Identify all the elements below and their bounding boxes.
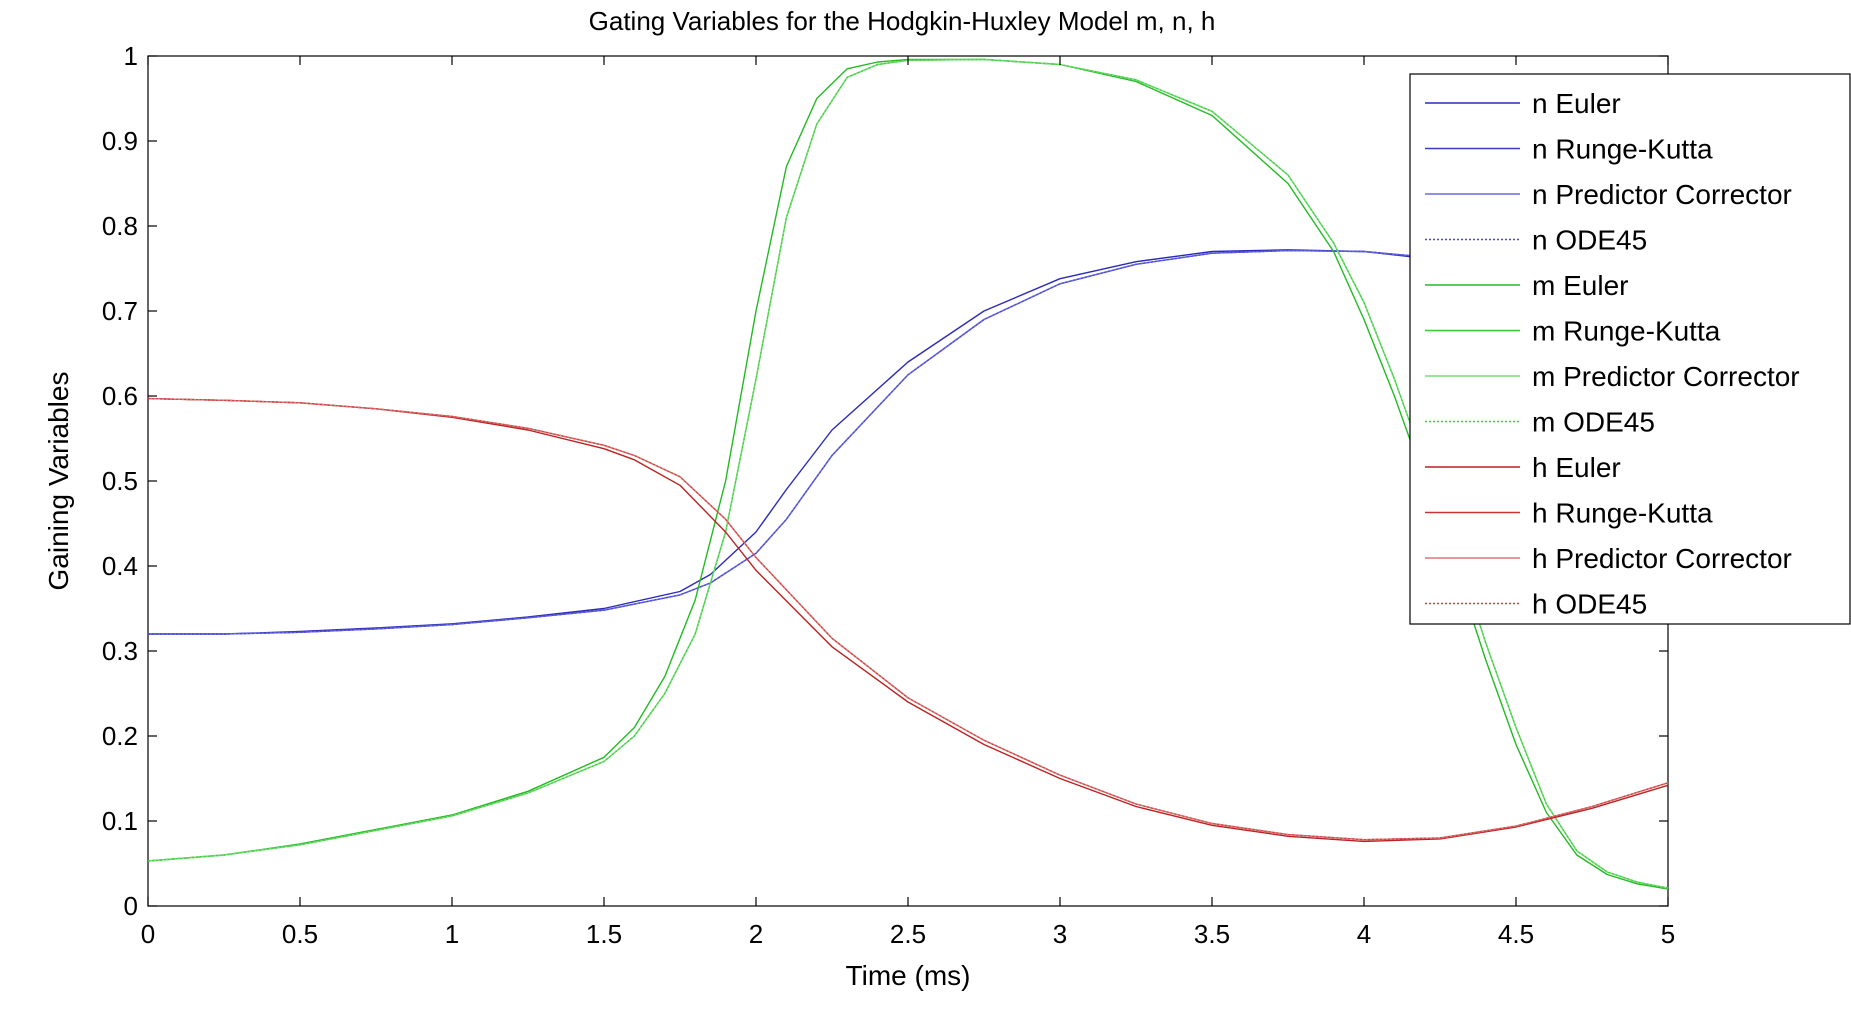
x-tick-label: 3.5 xyxy=(1194,919,1230,949)
series-line-m-ode45 xyxy=(147,58,1669,889)
y-axis-label: Gaining Variables xyxy=(43,372,74,591)
y-tick-label: 1 xyxy=(124,41,138,71)
x-tick-label: 5 xyxy=(1661,919,1675,949)
legend-label: h Runge-Kutta xyxy=(1532,498,1713,529)
legend-label: n Predictor Corrector xyxy=(1532,179,1792,210)
y-tick-label: 0.4 xyxy=(102,551,138,581)
legend-label: n ODE45 xyxy=(1532,225,1647,256)
legend-item: n Runge-Kutta xyxy=(1425,134,1713,165)
legend-label: h Euler xyxy=(1532,452,1621,483)
series-line-h-ode45 xyxy=(147,398,1669,841)
legend-label: m Predictor Corrector xyxy=(1532,361,1800,392)
legend-items: n Euler n Runge-Kutta n Predictor Correcto… xyxy=(1425,88,1800,620)
legend-item: n Predictor Corrector xyxy=(1425,179,1792,210)
y-tick-label: 0.6 xyxy=(102,381,138,411)
y-tick-label: 0.2 xyxy=(102,721,138,751)
legend-item: m ODE45 xyxy=(1425,407,1655,438)
y-tick-label: 0.3 xyxy=(102,636,138,666)
y-tick-label: 0 xyxy=(124,891,138,921)
legend-label: m Euler xyxy=(1532,270,1628,301)
legend-item: n Euler xyxy=(1425,88,1621,119)
x-tick-label: 2 xyxy=(749,919,763,949)
y-axis: 0 0.1 0.2 0.3 0.4 0.5 0.6 0.7 0.8 0.9 1 xyxy=(102,41,1668,921)
legend-item: h ODE45 xyxy=(1425,589,1647,620)
series-line-n-ode45 xyxy=(148,250,1669,635)
series-layer xyxy=(147,58,1669,890)
x-tick-label: 2.5 xyxy=(890,919,926,949)
y-tick-label: 0.7 xyxy=(102,296,138,326)
legend-item: h Euler xyxy=(1425,452,1621,483)
x-tick-label: 3 xyxy=(1053,919,1067,949)
legend-label: m ODE45 xyxy=(1532,407,1655,438)
x-axis-label: Time (ms) xyxy=(846,960,971,991)
y-tick-label: 0.5 xyxy=(102,466,138,496)
legend-item: m Euler xyxy=(1425,270,1628,301)
legend-item: n ODE45 xyxy=(1425,225,1647,256)
legend-item: m Predictor Corrector xyxy=(1425,361,1800,392)
legend-label: h ODE45 xyxy=(1532,589,1647,620)
y-tick-label: 0.1 xyxy=(102,806,138,836)
legend-label: n Runge-Kutta xyxy=(1532,134,1713,165)
legend-box xyxy=(1409,73,1851,625)
legend-label: m Runge-Kutta xyxy=(1532,316,1721,347)
legend-label: h Predictor Corrector xyxy=(1532,543,1792,574)
x-axis: 0 0.5 1 1.5 2 2.5 3 3.5 4 4.5 5 xyxy=(141,56,1675,949)
legend-item: h Runge-Kutta xyxy=(1425,498,1713,529)
x-tick-label: 4 xyxy=(1357,919,1371,949)
y-tick-label: 0.8 xyxy=(102,211,138,241)
chart-title: Gating Variables for the Hodgkin-Huxley … xyxy=(589,6,1216,36)
x-tick-label: 0 xyxy=(141,919,155,949)
y-tick-label: 0.9 xyxy=(102,126,138,156)
x-tick-label: 1 xyxy=(445,919,459,949)
legend-item: h Predictor Corrector xyxy=(1425,543,1792,574)
legend-label: n Euler xyxy=(1532,88,1621,119)
x-tick-label: 0.5 xyxy=(282,919,318,949)
legend: n Euler n Runge-Kutta n Predictor Correcto… xyxy=(1409,73,1851,625)
x-tick-label: 4.5 xyxy=(1498,919,1534,949)
legend-item: m Runge-Kutta xyxy=(1425,316,1721,347)
x-tick-label: 1.5 xyxy=(586,919,622,949)
